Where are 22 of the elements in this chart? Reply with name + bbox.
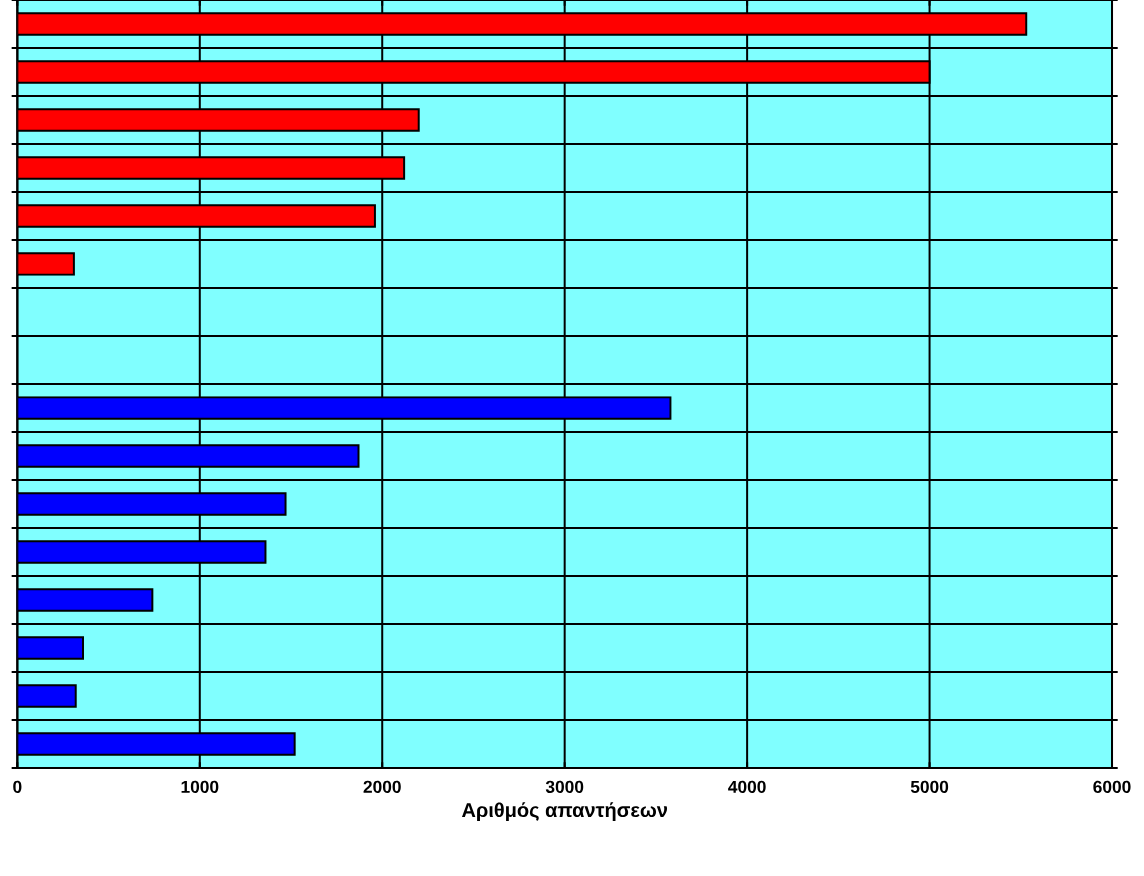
x-tick-label: 1000 (181, 780, 219, 793)
bar (17, 684, 77, 708)
x-tick-label: 0 (13, 780, 22, 793)
bar (17, 396, 672, 420)
bar (17, 108, 420, 132)
bar (17, 60, 931, 84)
x-axis-title: Αριθμός απαντήσεων (461, 802, 668, 822)
x-tick-label: 5000 (910, 780, 949, 793)
bar (17, 12, 1028, 36)
x-tick-label: 3000 (545, 780, 584, 794)
bar (17, 636, 85, 660)
bar (17, 252, 75, 276)
bar (17, 492, 287, 516)
x-tick-label: 4000 (728, 780, 766, 793)
bar (17, 204, 376, 228)
bar (17, 540, 267, 564)
x-tick-label: 2000 (363, 780, 401, 793)
bar (17, 588, 154, 612)
bar (17, 732, 296, 756)
x-tick-label: 6000 (1093, 780, 1131, 793)
bar (17, 444, 360, 468)
bar (17, 156, 406, 180)
